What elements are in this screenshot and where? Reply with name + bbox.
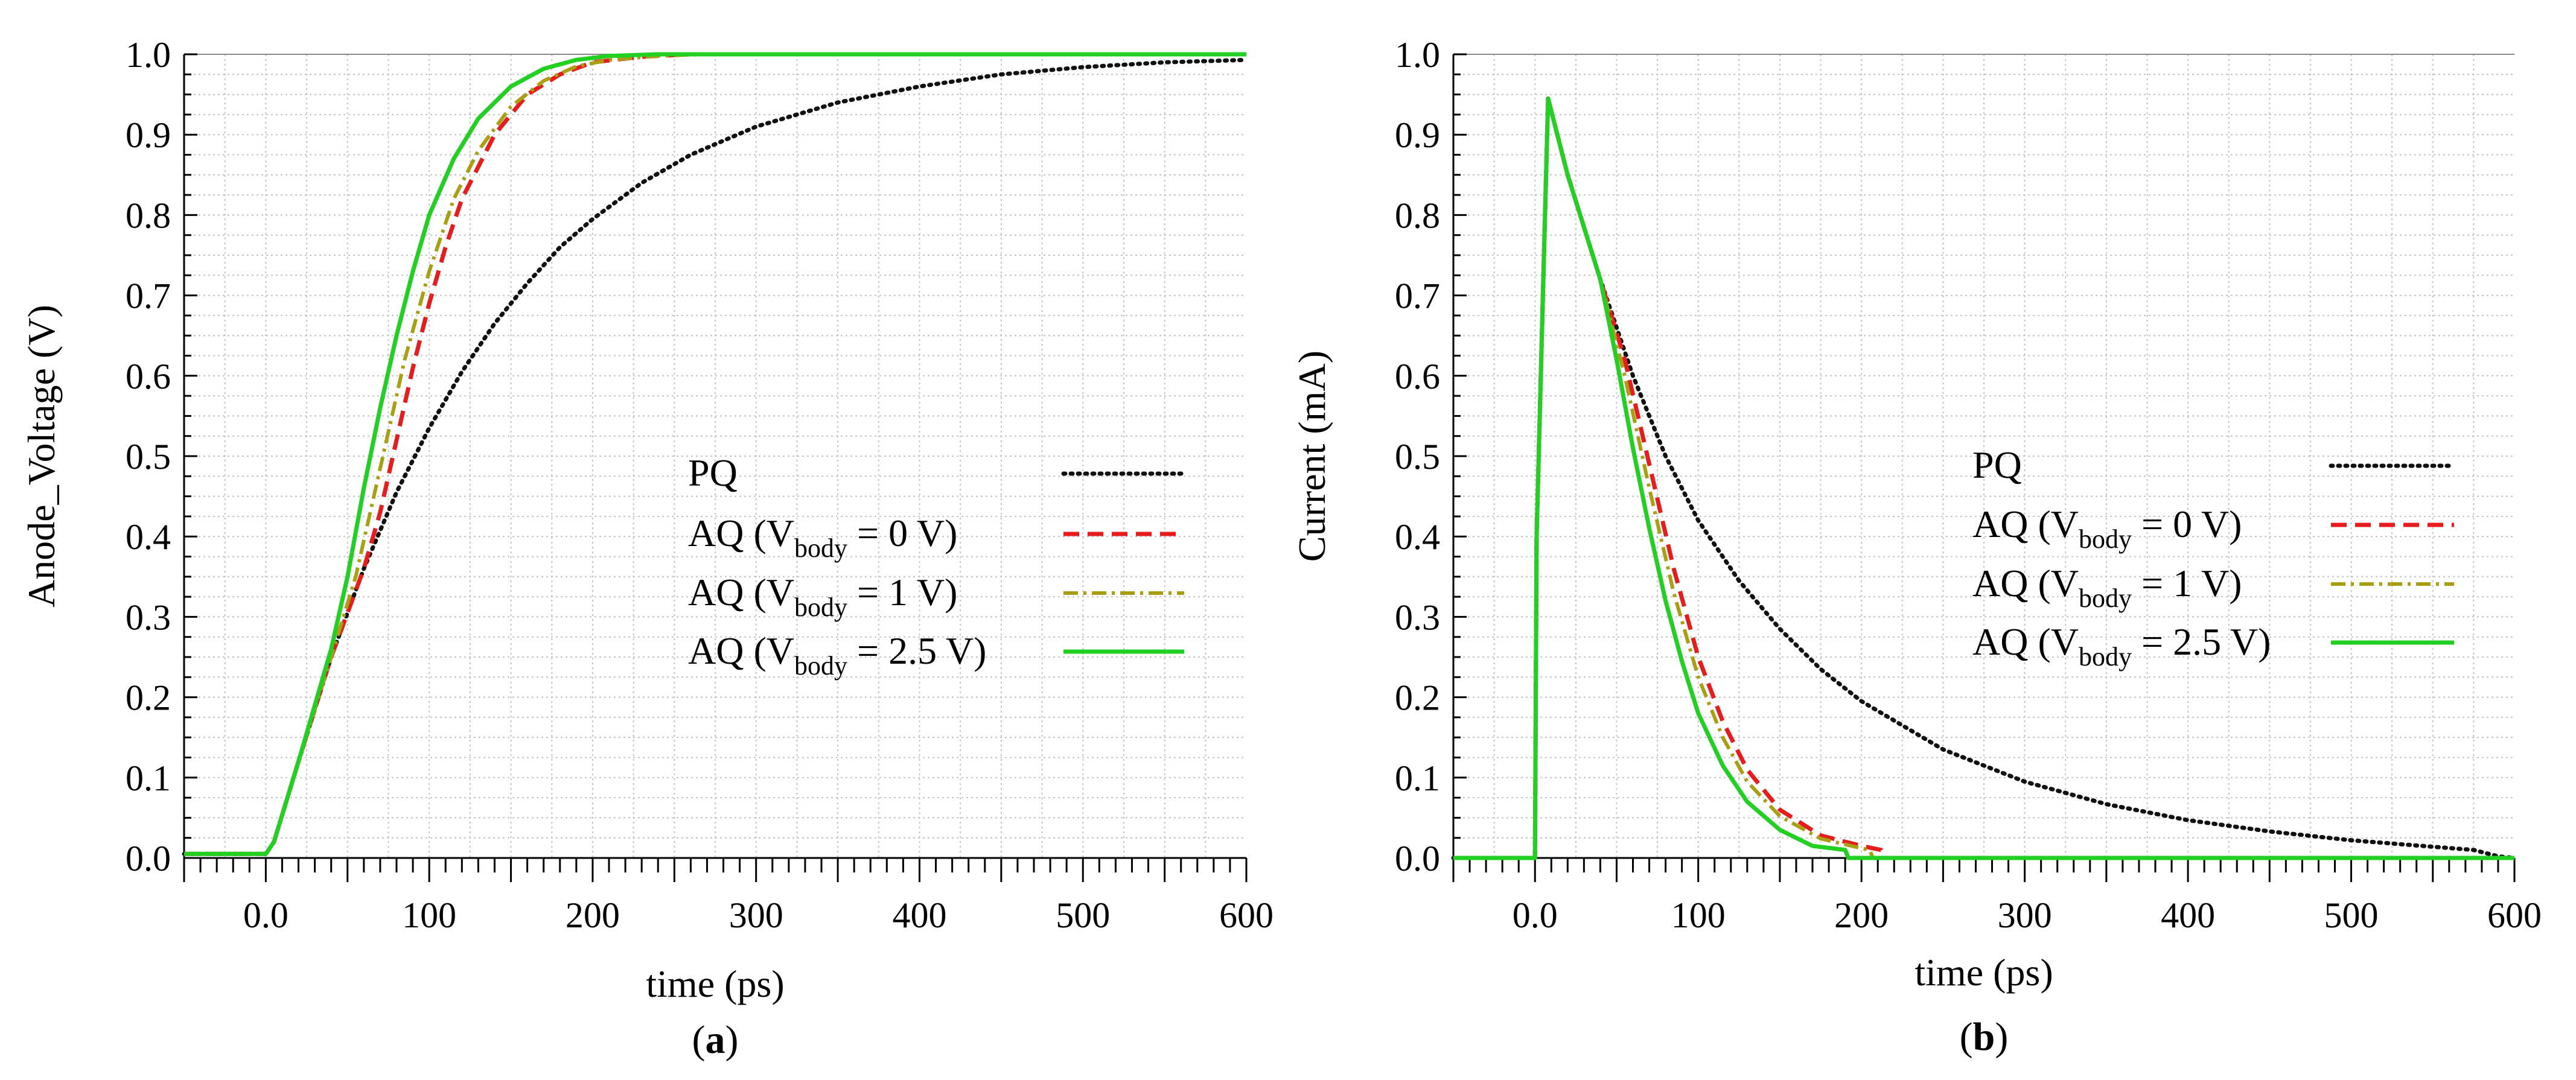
y-tick-label: 0.2 [1395,678,1440,718]
x-axis-label: time (ps) [646,962,784,1005]
x-tick-label: 100 [402,895,456,935]
legend-label-main: AQ (V [1972,562,2079,605]
legend-entry-label: AQ (Vbody = 2.5 V) [688,629,986,681]
legend-label-main: AQ (V [1972,503,2079,545]
chart-panel-a: 0.0 100 200 300 400 500 600 0.0 0.1 0.2 0.3 0.4 0.5 0… [20,35,1274,1062]
chart-panel-b: 0.0 100 200 300 400 500 600 0.0 0.1 0.2 0.3 0.4 0.5 0… [1290,35,2542,1059]
legend-label-main: PQ [688,451,738,494]
legend-label-suffix: = 1 V) [2132,562,2242,605]
y-axis-label: Current (mA) [1290,351,1333,562]
y-tick-label: 0.0 [1395,839,1440,878]
panel-caption-open: ( [692,1018,706,1062]
legend-label-suffix: = 0 V) [2132,503,2242,545]
legend-label-subscript: body [794,592,847,622]
panel-caption: (a) [692,1018,739,1062]
legend-label-suffix: = 1 V) [847,571,957,614]
panel-caption-letter: b [1973,1015,1995,1059]
x-tick-label: 300 [729,895,783,935]
panel-caption-open: ( [1960,1015,1973,1059]
legend-label-subscript: body [794,651,847,681]
x-tick-label: 500 [2324,895,2379,935]
panel-caption-close: ) [1995,1015,2008,1059]
legend-entry-label: PQ [1972,443,2022,486]
x-tick-label: 600 [2487,895,2542,935]
grid [1453,54,2514,858]
legend-label-main: AQ (V [688,571,794,614]
x-tick-label: 200 [566,895,620,935]
y-tick-label: 0.0 [126,839,171,878]
y-tick-label: 0.7 [126,276,171,316]
panel-caption: (b) [1960,1015,2009,1059]
legend-entry-label: AQ (Vbody = 1 V) [688,571,957,622]
x-tick-label: 0.0 [243,895,289,935]
x-tick-label: 600 [1219,895,1274,935]
y-tick-label: 0.3 [126,597,171,637]
y-tick-label: 0.4 [126,517,171,557]
series-line-aq25 [184,52,1246,856]
legend-entry-label: AQ (Vbody = 0 V) [1972,503,2242,554]
legend-label-subscript: body [2079,583,2132,613]
x-tick-label: 400 [892,895,946,935]
panel-caption-letter: a [706,1018,725,1062]
x-tick-label: 400 [2161,895,2215,935]
y-tick-label: 1.0 [1395,35,1440,75]
y-tick-label: 0.4 [1395,517,1440,557]
x-axis-label: time (ps) [1914,951,2053,994]
legend-label-subscript: body [2079,642,2132,672]
y-tick-label: 0.9 [126,115,171,155]
y-tick-label: 0.2 [126,678,171,718]
legend-label-subscript: body [794,533,847,563]
legend-label-suffix: = 2.5 V) [847,629,986,672]
panel-caption-close: ) [725,1018,739,1062]
legend-label-suffix: = 0 V) [847,512,957,554]
series-line-aq25 [1453,96,2514,860]
x-tick-label: 300 [1998,895,2052,935]
y-tick-label: 0.7 [1395,276,1440,316]
legend-entry-label: AQ (Vbody = 1 V) [1972,562,2242,613]
y-tick-label: 0.3 [1395,597,1440,637]
x-tick-label: 100 [1671,895,1726,935]
y-axis-label: Anode_Voltage (V) [20,305,63,608]
grid [184,54,1246,858]
x-tick-label: 0.0 [1513,895,1558,935]
y-tick-label: 0.9 [1395,115,1440,155]
y-tick-label: 0.8 [126,195,171,235]
legend-entry-label: PQ [688,451,738,494]
legend-label-main: AQ (V [688,629,794,672]
y-tick-label: 0.5 [126,437,171,477]
legend-label-main: PQ [1972,443,2022,486]
y-tick-label: 0.6 [1395,357,1440,396]
legend-entry-label: AQ (Vbody = 2.5 V) [1972,620,2271,672]
y-tick-label: 0.8 [1395,195,1440,235]
y-tick-label: 1.0 [126,35,171,75]
y-tick-label: 0.5 [1395,437,1440,477]
legend-entry-label: AQ (Vbody = 0 V) [688,512,957,563]
y-tick-label: 0.1 [126,758,171,798]
legend-label-subscript: body [2079,524,2132,554]
x-tick-label: 200 [1834,895,1889,935]
legend-label-main: AQ (V [688,512,794,554]
legend-label-suffix: = 2.5 V) [2132,620,2271,663]
y-tick-label: 0.1 [1395,758,1440,798]
x-tick-label: 500 [1056,895,1110,935]
legend-label-main: AQ (V [1972,620,2079,663]
y-tick-label: 0.6 [126,357,171,396]
